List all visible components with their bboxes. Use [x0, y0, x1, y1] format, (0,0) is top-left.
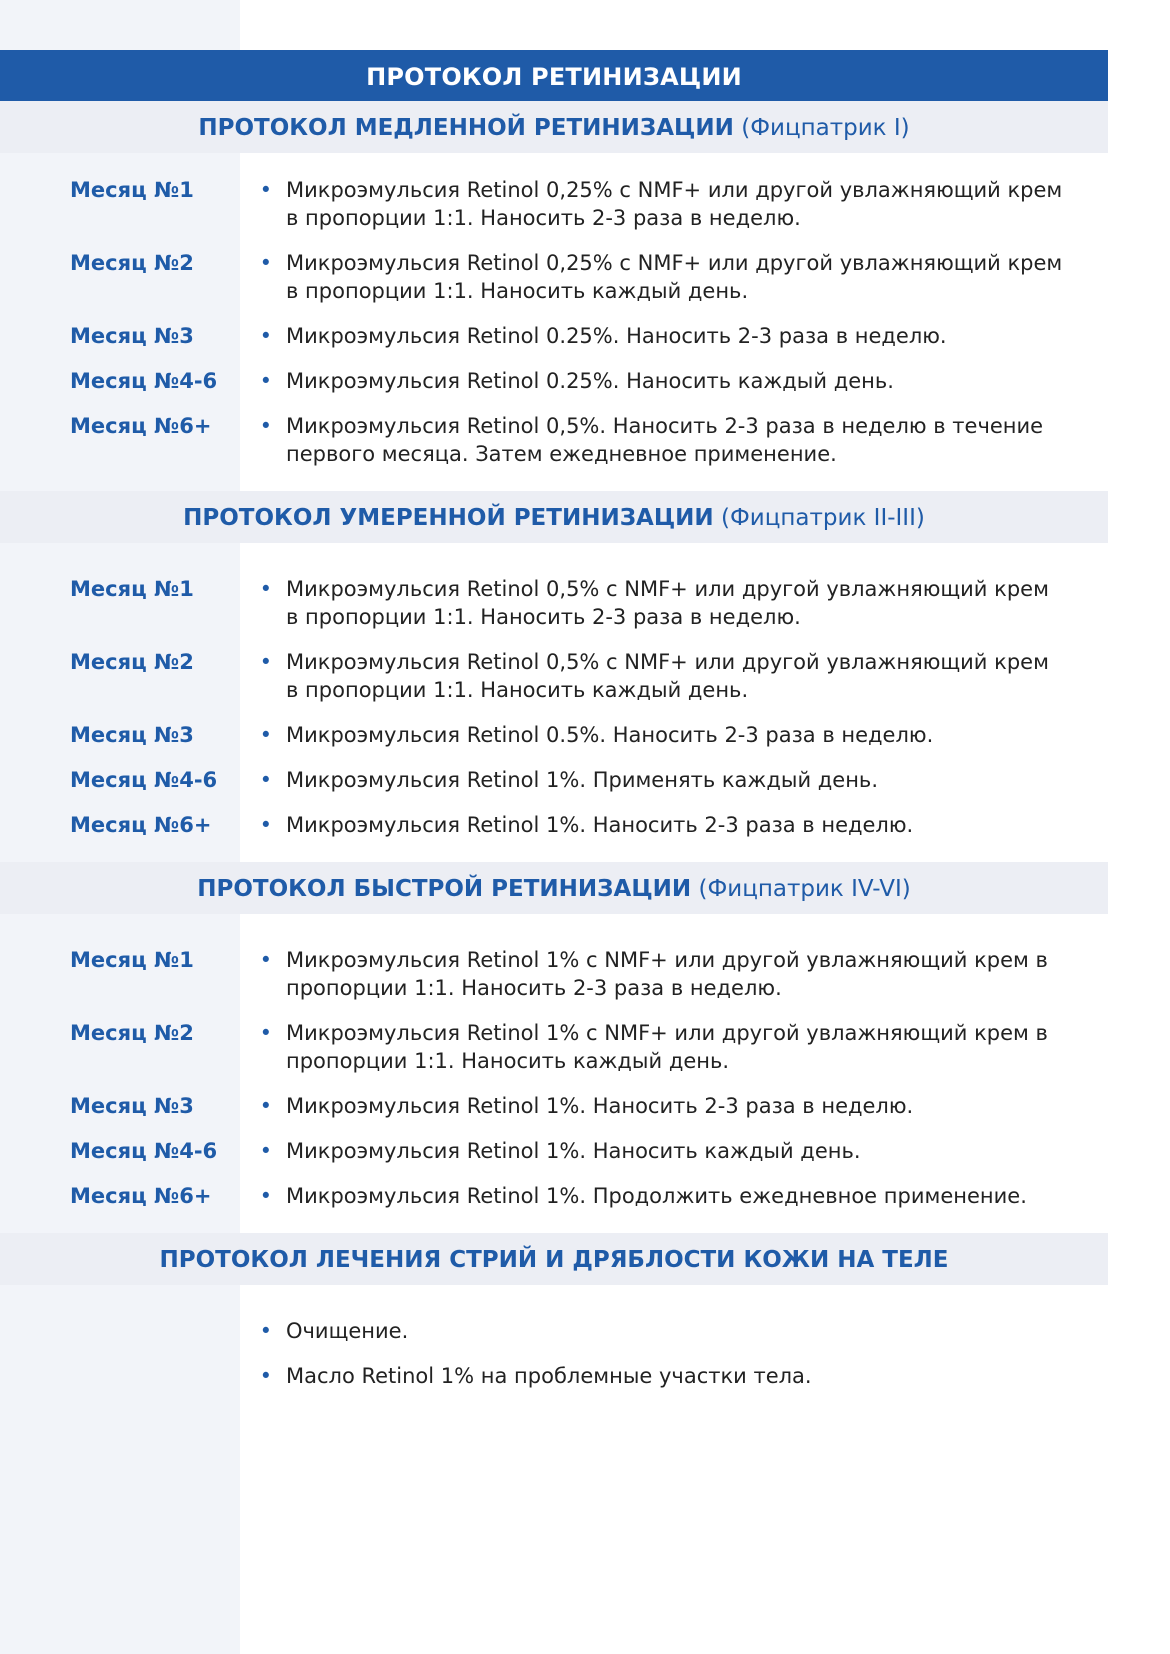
- month-label: Месяц №6+: [70, 414, 212, 438]
- bullet-icon: •: [259, 1139, 272, 1163]
- protocol-row: Месяц №3 • Микроэмульсия Retinol 0.25%. На…: [0, 322, 1108, 350]
- month-label: Месяц №4-6: [70, 1139, 218, 1163]
- section-title: ПРОТОКОЛ МЕДЛЕННОЙ РЕТИНИЗАЦИИ: [198, 115, 734, 141]
- protocol-row: Месяц №2 • Микроэмульсия Retinol 0,5% с NM…: [0, 648, 1108, 704]
- month-label: Месяц №4-6: [70, 369, 218, 393]
- month-label: Месяц №3: [70, 324, 194, 348]
- protocol-row: Месяц №4-6 • Микроэмульсия Retinol 1%. При…: [0, 766, 1108, 794]
- section-title: ПРОТОКОЛ УМЕРЕННОЙ РЕТИНИЗАЦИИ: [183, 505, 714, 531]
- left-column-background: [0, 0, 240, 1654]
- bullet-icon: •: [259, 768, 272, 792]
- section-heading: ПРОТОКОЛ ЛЕЧЕНИЯ СТРИЙ И ДРЯБЛОСТИ КОЖИ …: [0, 1233, 1108, 1285]
- instruction-text: Микроэмульсия Retinol 0,25% с NMF+ или д…: [286, 251, 1063, 303]
- instruction-text: Микроэмульсия Retinol 1% с NMF+ или друг…: [286, 1021, 1048, 1073]
- bullet-icon: •: [259, 369, 272, 393]
- protocol-sections: ПРОТОКОЛ МЕДЛЕННОЙ РЕТИНИЗАЦИИ (Фицпатри…: [0, 101, 1108, 1413]
- bullet-icon: •: [259, 251, 272, 275]
- bullet-icon: •: [259, 723, 272, 747]
- instruction-text: Микроэмульсия Retinol 1%. Наносить 2-3 р…: [286, 1094, 914, 1118]
- month-label: Месяц №1: [70, 178, 194, 202]
- bullet-icon: •: [259, 414, 272, 438]
- protocol-row: Месяц №6+ • Микроэмульсия Retinol 0,5%. На…: [0, 412, 1108, 468]
- instruction-text: Микроэмульсия Retinol 0.25%. Наносить 2-…: [286, 324, 947, 348]
- section-title: ПРОТОКОЛ ЛЕЧЕНИЯ СТРИЙ И ДРЯБЛОСТИ КОЖИ …: [159, 1247, 949, 1273]
- protocol-row: Месяц №4-6 • Микроэмульсия Retinol 0.25%. …: [0, 367, 1108, 395]
- protocol-row: Месяц №3 • Микроэмульсия Retinol 1%. Нанос…: [0, 1092, 1108, 1120]
- protocol-row: Месяц №1 • Микроэмульсия Retinol 0,25% с N…: [0, 176, 1108, 232]
- section-subtitle: (Фицпатрик IV-VI): [698, 876, 911, 902]
- bullet-icon: •: [259, 650, 272, 674]
- instruction-text: Микроэмульсия Retinol 0,5% с NMF+ или др…: [286, 650, 1049, 702]
- bullet-icon: •: [259, 1094, 272, 1118]
- month-label: Месяц №6+: [70, 813, 212, 837]
- instruction-text: Микроэмульсия Retinol 0.5%. Наносить 2-3…: [286, 723, 934, 747]
- instruction-text: Микроэмульсия Retinol 1% с NMF+ или друг…: [286, 948, 1048, 1000]
- protocol-row: • Очищение.: [0, 1317, 1108, 1345]
- bullet-icon: •: [259, 1184, 272, 1208]
- instruction-text: Масло Retinol 1% на проблемные участки т…: [286, 1364, 812, 1388]
- protocol-row: Месяц №6+ • Микроэмульсия Retinol 1%. Прод…: [0, 1182, 1108, 1210]
- section-rows: Месяц №1 • Микроэмульсия Retinol 0,5% с NM…: [0, 543, 1108, 862]
- instruction-text: Очищение.: [286, 1319, 409, 1343]
- instruction-text: Микроэмульсия Retinol 0,25% с NMF+ или д…: [286, 178, 1063, 230]
- bullet-icon: •: [259, 948, 272, 972]
- protocol-row: Месяц №2 • Микроэмульсия Retinol 1% с NMF+…: [0, 1019, 1108, 1075]
- instruction-text: Микроэмульсия Retinol 1%. Применять кажд…: [286, 768, 878, 792]
- protocol-row: Месяц №1 • Микроэмульсия Retinol 1% с NMF+…: [0, 946, 1108, 1002]
- month-label: [0, 1317, 240, 1345]
- instruction-text: Микроэмульсия Retinol 1%. Наносить кажды…: [286, 1139, 861, 1163]
- section-rows: Месяц №1 • Микроэмульсия Retinol 0,25% с N…: [0, 153, 1108, 491]
- month-label: Месяц №1: [70, 577, 194, 601]
- page-title: ПРОТОКОЛ РЕТИНИЗАЦИИ: [0, 50, 1108, 101]
- instruction-text: Микроэмульсия Retinol 1%. Продолжить еже…: [286, 1184, 1027, 1208]
- month-label: Месяц №2: [70, 251, 194, 275]
- month-label: [0, 1362, 240, 1390]
- document: ПРОТОКОЛ РЕТИНИЗАЦИИ ПРОТОКОЛ МЕДЛЕННОЙ …: [0, 50, 1108, 1413]
- protocol-row: Месяц №6+ • Микроэмульсия Retinol 1%. Нано…: [0, 811, 1108, 839]
- section-title: ПРОТОКОЛ БЫСТРОЙ РЕТИНИЗАЦИИ: [197, 876, 692, 902]
- instruction-text: Микроэмульсия Retinol 0.25%. Наносить ка…: [286, 369, 894, 393]
- bullet-icon: •: [259, 178, 272, 202]
- instruction-text: Микроэмульсия Retinol 0,5%. Наносить 2-3…: [286, 414, 1044, 466]
- bullet-icon: •: [259, 1319, 272, 1343]
- bullet-icon: •: [259, 324, 272, 348]
- section-rows: • Очищение. • Масло Retinol 1% на проблемны…: [0, 1285, 1108, 1413]
- section-heading: ПРОТОКОЛ МЕДЛЕННОЙ РЕТИНИЗАЦИИ (Фицпатри…: [0, 101, 1108, 153]
- section-heading: ПРОТОКОЛ УМЕРЕННОЙ РЕТИНИЗАЦИИ (Фицпатри…: [0, 491, 1108, 543]
- instruction-text: Микроэмульсия Retinol 1%. Наносить 2-3 р…: [286, 813, 914, 837]
- section-subtitle: (Фицпатрик I): [741, 115, 910, 141]
- bullet-icon: •: [259, 813, 272, 837]
- instruction-text: Микроэмульсия Retinol 0,5% с NMF+ или др…: [286, 577, 1049, 629]
- month-label: Месяц №2: [70, 1021, 194, 1045]
- month-label: Месяц №6+: [70, 1184, 212, 1208]
- protocol-row: • Масло Retinol 1% на проблемные участки …: [0, 1362, 1108, 1390]
- month-label: Месяц №4-6: [70, 768, 218, 792]
- bullet-icon: •: [259, 577, 272, 601]
- bullet-icon: •: [259, 1021, 272, 1045]
- section-rows: Месяц №1 • Микроэмульсия Retinol 1% с NMF+…: [0, 914, 1108, 1233]
- protocol-row: Месяц №2 • Микроэмульсия Retinol 0,25% с N…: [0, 249, 1108, 305]
- section-heading: ПРОТОКОЛ БЫСТРОЙ РЕТИНИЗАЦИИ (Фицпатрик …: [0, 862, 1108, 914]
- month-label: Месяц №3: [70, 1094, 194, 1118]
- section-subtitle: (Фицпатрик II-III): [721, 505, 925, 531]
- month-label: Месяц №1: [70, 948, 194, 972]
- protocol-row: Месяц №3 • Микроэмульсия Retinol 0.5%. Нан…: [0, 721, 1108, 749]
- month-label: Месяц №2: [70, 650, 194, 674]
- month-label: Месяц №3: [70, 723, 194, 747]
- bullet-icon: •: [259, 1364, 272, 1388]
- protocol-row: Месяц №1 • Микроэмульсия Retinol 0,5% с NM…: [0, 575, 1108, 631]
- protocol-row: Месяц №4-6 • Микроэмульсия Retinol 1%. Нан…: [0, 1137, 1108, 1165]
